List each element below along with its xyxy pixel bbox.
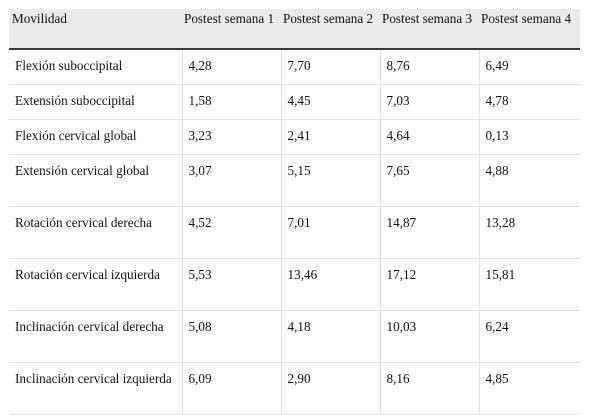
cell-week-4: 0,13 xyxy=(478,119,580,155)
cell-week-3: 8,76 xyxy=(379,49,479,85)
table-row: Rotación cervical izquierda 5,53 13,46 1… xyxy=(9,258,580,311)
cell-week-4: 13,28 xyxy=(478,206,580,259)
cell-week-1: 3,23 xyxy=(181,119,281,155)
table-row: Extensión cervical global 3,07 5,15 7,65… xyxy=(9,154,580,207)
table-row: Rotación cervical derecha 4,52 7,01 14,8… xyxy=(9,206,580,259)
cell-week-1: 6,09 xyxy=(181,362,281,415)
table-row: Inclinación cervical derecha 5,08 4,18 1… xyxy=(9,310,580,363)
cell-week-4: 15,81 xyxy=(478,258,580,311)
cell-week-4: 4,85 xyxy=(478,362,580,415)
cell-week-3: 10,03 xyxy=(379,310,479,363)
mobility-table: Movilidad Postest semana 1 Postest seman… xyxy=(9,9,580,415)
row-label: Extensión suboccipital xyxy=(9,84,182,120)
table-body: Flexión suboccipital 4,28 7,70 8,76 6,49… xyxy=(9,49,580,415)
header-cell-week-1: Postest semana 1 xyxy=(182,9,281,50)
cell-week-2: 2,41 xyxy=(280,119,380,155)
cell-week-1: 1,58 xyxy=(181,84,281,120)
cell-week-2: 4,18 xyxy=(280,310,380,363)
cell-week-2: 5,15 xyxy=(280,154,380,207)
header-cell-week-3: Postest semana 3 xyxy=(380,9,479,50)
cell-week-2: 4,45 xyxy=(280,84,380,120)
cell-week-3: 7,65 xyxy=(379,154,479,207)
row-label: Flexión cervical global xyxy=(9,119,182,155)
table-row: Flexión suboccipital 4,28 7,70 8,76 6,49 xyxy=(9,49,580,85)
cell-week-1: 4,28 xyxy=(181,49,281,85)
table-header: Movilidad Postest semana 1 Postest seman… xyxy=(9,9,580,50)
table-row: Flexión cervical global 3,23 2,41 4,64 0… xyxy=(9,119,580,155)
cell-week-2: 7,70 xyxy=(280,49,380,85)
cell-week-4: 4,88 xyxy=(478,154,580,207)
cell-week-2: 7,01 xyxy=(280,206,380,259)
row-label: Rotación cervical izquierda xyxy=(9,258,182,311)
data-table-container: Movilidad Postest semana 1 Postest seman… xyxy=(9,9,580,415)
header-cell-movilidad: Movilidad xyxy=(9,9,182,50)
cell-week-1: 5,53 xyxy=(181,258,281,311)
cell-week-4: 6,49 xyxy=(478,49,580,85)
cell-week-2: 2,90 xyxy=(280,362,380,415)
cell-week-3: 14,87 xyxy=(379,206,479,259)
row-label: Flexión suboccipital xyxy=(9,49,182,85)
cell-week-1: 5,08 xyxy=(181,310,281,363)
cell-week-3: 8,16 xyxy=(379,362,479,415)
header-cell-week-2: Postest semana 2 xyxy=(281,9,380,50)
header-cell-week-4: Postest semana 4 xyxy=(479,9,580,50)
cell-week-1: 4,52 xyxy=(181,206,281,259)
cell-week-4: 4,78 xyxy=(478,84,580,120)
row-label: Inclinación cervical izquierda xyxy=(9,362,182,415)
cell-week-3: 4,64 xyxy=(379,119,479,155)
header-row: Movilidad Postest semana 1 Postest seman… xyxy=(9,9,580,50)
cell-week-1: 3,07 xyxy=(181,154,281,207)
row-label: Extensión cervical global xyxy=(9,154,182,207)
cell-week-3: 17,12 xyxy=(379,258,479,311)
cell-week-2: 13,46 xyxy=(280,258,380,311)
cell-week-4: 6,24 xyxy=(478,310,580,363)
table-row: Inclinación cervical izquierda 6,09 2,90… xyxy=(9,362,580,415)
row-label: Rotación cervical derecha xyxy=(9,206,182,259)
row-label: Inclinación cervical derecha xyxy=(9,310,182,363)
cell-week-3: 7,03 xyxy=(379,84,479,120)
table-row: Extensión suboccipital 1,58 4,45 7,03 4,… xyxy=(9,84,580,120)
